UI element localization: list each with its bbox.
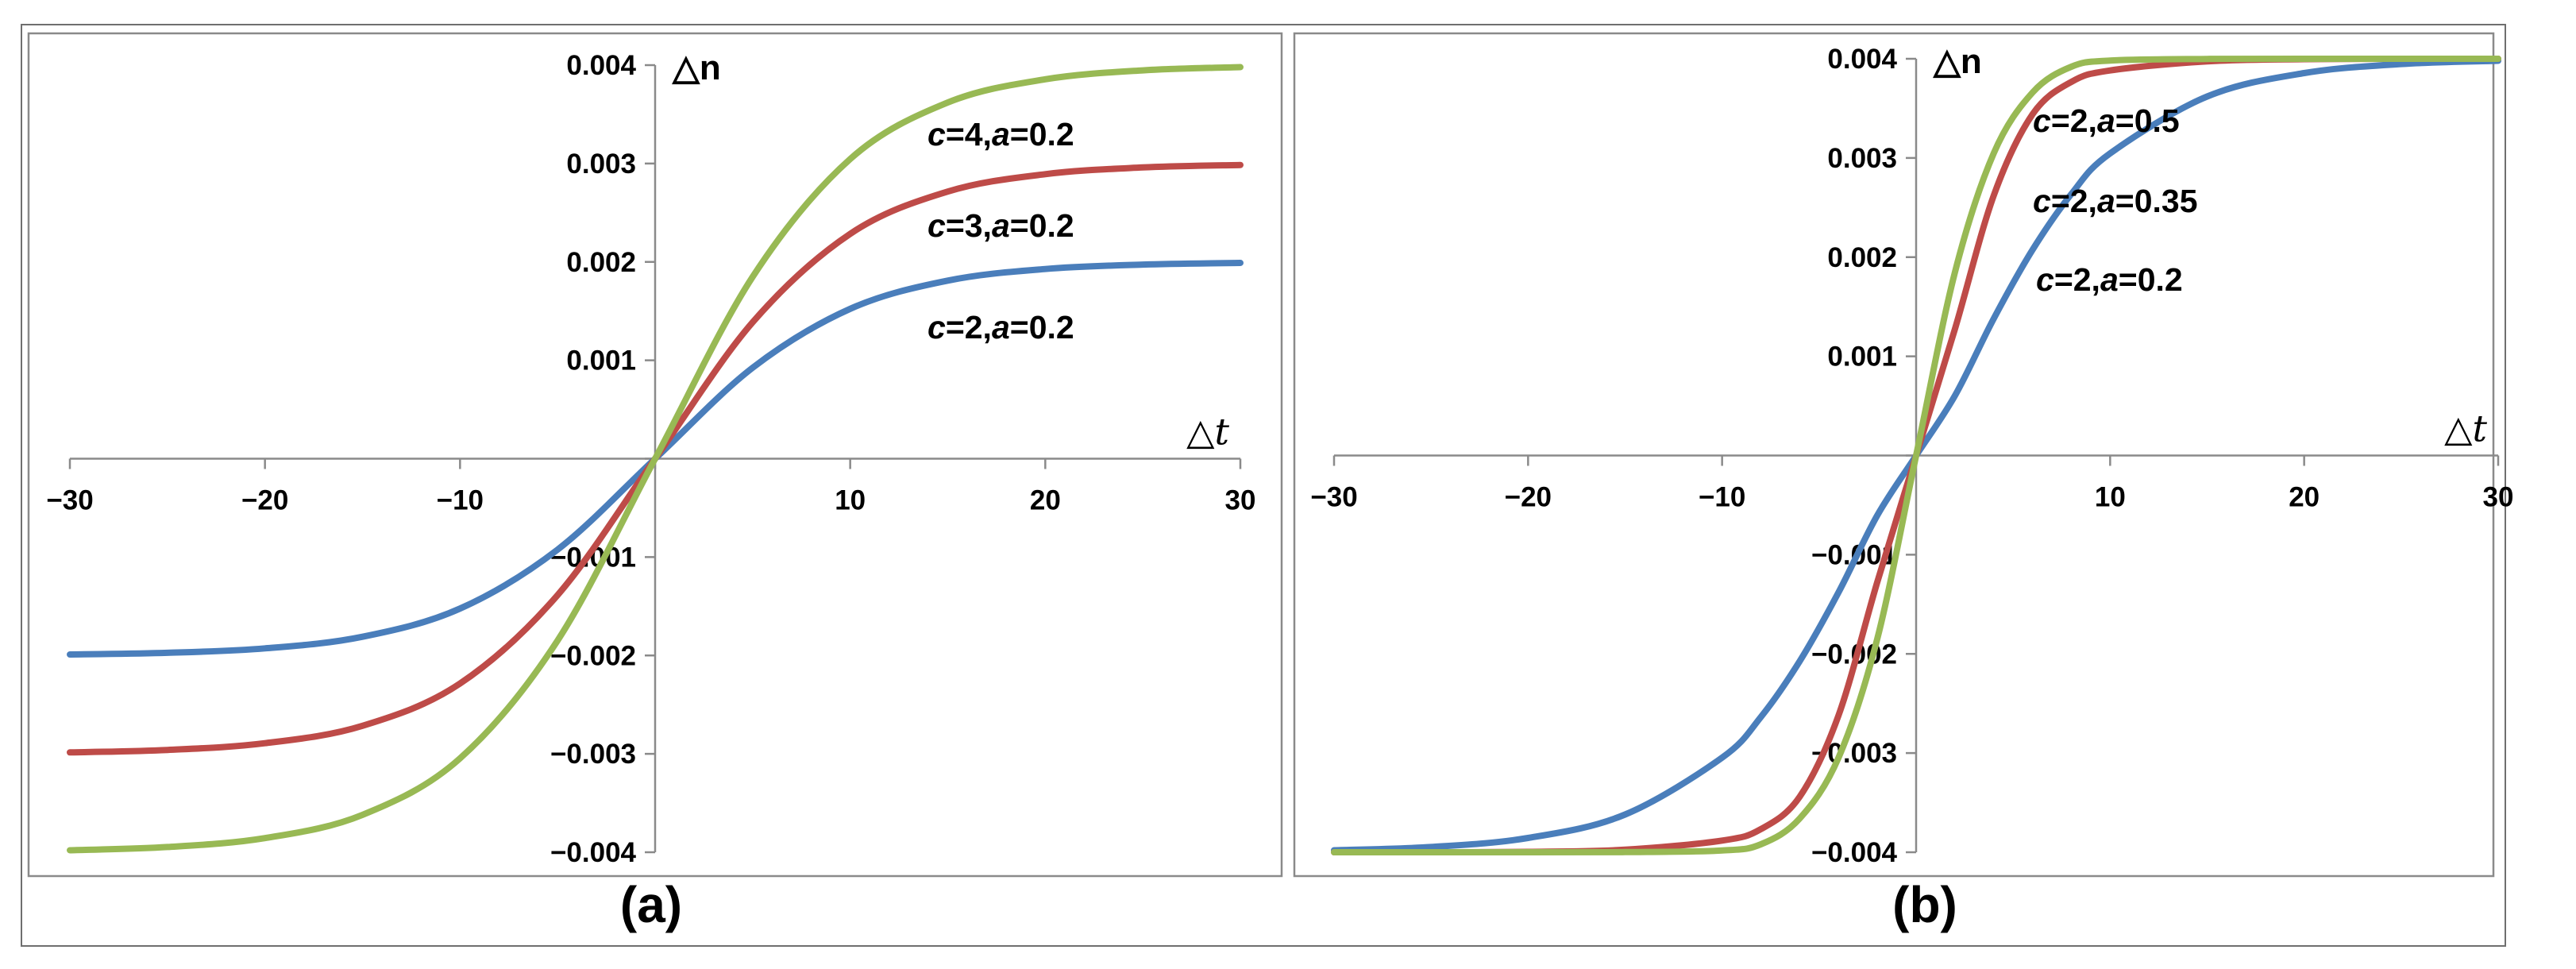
x-tick-label: 10 — [835, 485, 866, 516]
x-tick-label: −30 — [46, 485, 93, 516]
x-tick-label: −20 — [241, 485, 288, 516]
y-tick-label: −0.003 — [550, 739, 636, 770]
y-tick-label: −0.004 — [550, 837, 637, 868]
x-tick-label: 20 — [1030, 485, 1061, 516]
x-tick-label: −10 — [437, 485, 484, 516]
series-label: c=3,a=0.2 — [927, 207, 1074, 244]
y-tick-label: 0.002 — [566, 247, 636, 278]
y-tick-label: 0.001 — [566, 346, 636, 376]
series-line-c-4-a-0-2 — [67, 64, 1244, 854]
figure-frame — [21, 24, 2506, 947]
x-axis-title: △t — [1186, 411, 1229, 454]
x-tick-label: 30 — [1225, 485, 1256, 516]
y-tick-label: −0.002 — [550, 640, 636, 671]
y-tick-label: 0.004 — [566, 50, 636, 81]
y-tick-label: 0.003 — [566, 149, 636, 180]
plot-area-border — [27, 32, 1283, 878]
y-axis-title: △n — [672, 48, 721, 87]
panel-label-a: (a) — [619, 876, 683, 933]
series-label: c=4,a=0.2 — [927, 116, 1074, 152]
panel-label-b: (b) — [1892, 876, 1957, 933]
series-label: c=2,a=0.2 — [927, 309, 1074, 346]
